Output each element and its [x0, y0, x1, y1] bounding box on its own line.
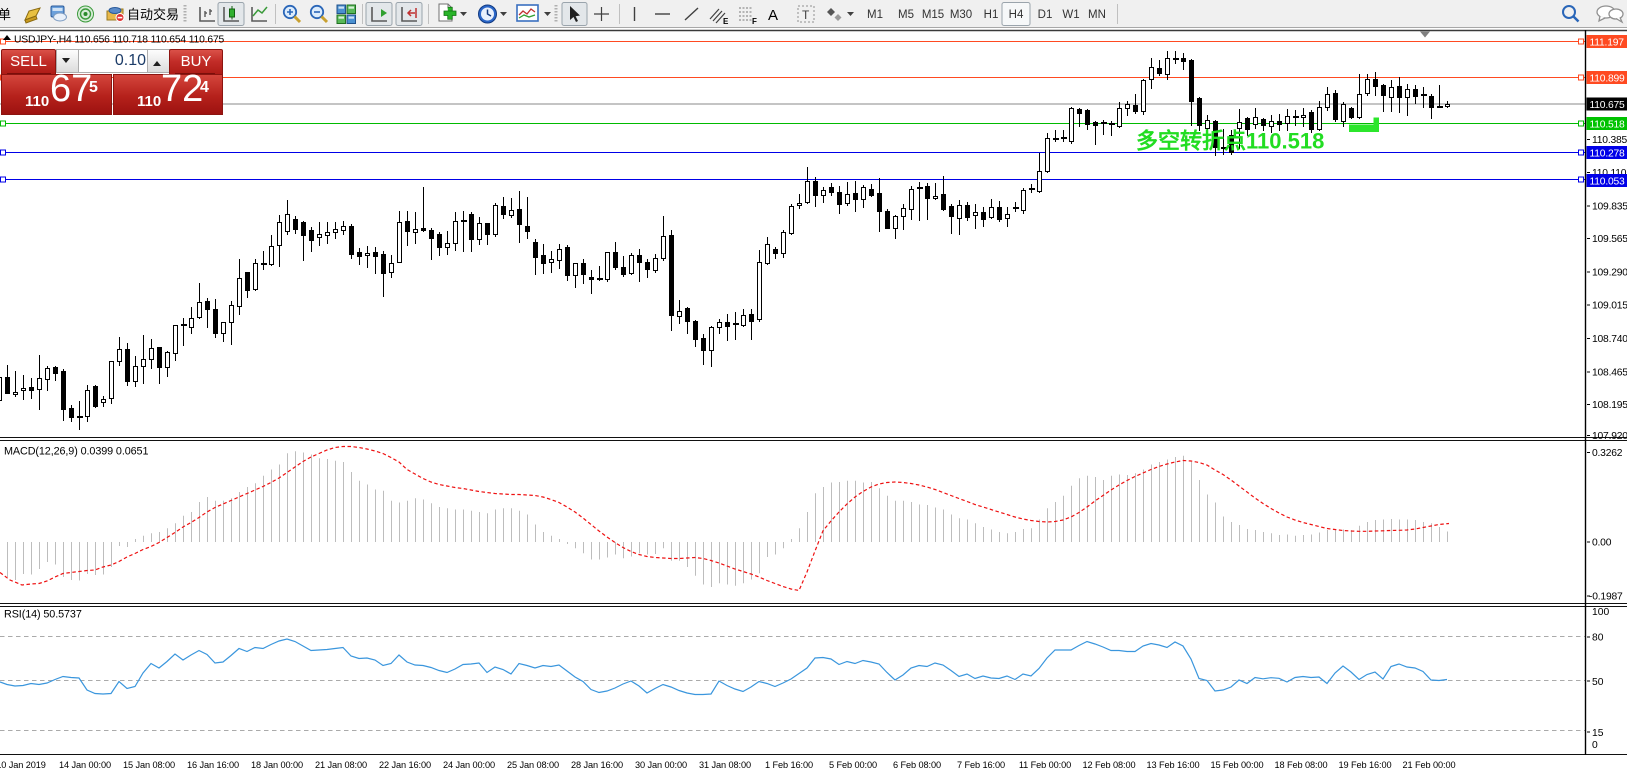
svg-text:21 Feb 00:00: 21 Feb 00:00 [1403, 760, 1456, 770]
svg-text:30 Jan 00:00: 30 Jan 00:00 [635, 760, 687, 770]
svg-text:13 Feb 16:00: 13 Feb 16:00 [1147, 760, 1200, 770]
svg-text:W1: W1 [1062, 9, 1079, 21]
svg-text:100: 100 [1592, 607, 1609, 618]
svg-text:110.899: 110.899 [1590, 73, 1626, 84]
svg-text:80: 80 [1592, 633, 1604, 644]
svg-text:1 Feb 16:00: 1 Feb 16:00 [765, 760, 813, 770]
svg-text:F: F [752, 17, 757, 26]
svg-text:6 Feb 08:00: 6 Feb 08:00 [893, 760, 941, 770]
svg-text:109.015: 109.015 [1592, 301, 1627, 312]
svg-text:单: 单 [0, 7, 11, 22]
svg-text:25 Jan 08:00: 25 Jan 08:00 [507, 760, 559, 770]
svg-text:MN: MN [1088, 9, 1106, 21]
svg-text:M15: M15 [922, 9, 944, 21]
svg-text:18 Feb 08:00: 18 Feb 08:00 [1275, 760, 1328, 770]
svg-text:109.565: 109.565 [1592, 234, 1627, 245]
svg-text:5 Feb 00:00: 5 Feb 00:00 [829, 760, 877, 770]
svg-text:110.385: 110.385 [1592, 135, 1627, 146]
svg-text:110.110: 110.110 [1592, 168, 1627, 179]
svg-text:D1: D1 [1038, 9, 1053, 21]
svg-text:10 Jan 2019: 10 Jan 2019 [0, 760, 46, 770]
svg-text:11 Feb 00:00: 11 Feb 00:00 [1019, 760, 1071, 770]
svg-text:A: A [768, 7, 778, 24]
svg-text:H1: H1 [984, 9, 999, 21]
svg-text:108.740: 108.740 [1592, 334, 1627, 345]
svg-text:-0.1987: -0.1987 [1589, 592, 1623, 603]
svg-text:自动交易: 自动交易 [127, 7, 179, 22]
svg-text:108.465: 108.465 [1592, 368, 1627, 379]
svg-text:108.195: 108.195 [1592, 400, 1627, 411]
svg-text:USDJPY-,H4 110.656 110.718 11: USDJPY-,H4 110.656 110.718 110.654 110.6… [14, 35, 225, 46]
svg-text:14 Jan 00:00: 14 Jan 00:00 [59, 760, 111, 770]
svg-text:19 Feb 16:00: 19 Feb 16:00 [1339, 760, 1392, 770]
svg-text:RSI(14) 50.5737: RSI(14) 50.5737 [4, 609, 82, 621]
svg-text:110.053: 110.053 [1590, 176, 1626, 187]
svg-text:31 Jan 08:00: 31 Jan 08:00 [699, 760, 751, 770]
svg-text:多空转折点110.518: 多空转折点110.518 [1136, 129, 1324, 154]
svg-text:0: 0 [1592, 740, 1598, 751]
svg-text:50: 50 [1592, 677, 1604, 688]
svg-text:110.675: 110.675 [1590, 100, 1626, 111]
svg-text:0.3262: 0.3262 [1592, 448, 1623, 459]
svg-text:H4: H4 [1009, 9, 1024, 21]
svg-text:111.197: 111.197 [1590, 37, 1625, 48]
svg-text:T: T [802, 8, 810, 22]
svg-text:15: 15 [1592, 728, 1604, 739]
svg-text:16 Jan 16:00: 16 Jan 16:00 [187, 760, 239, 770]
svg-text:M1: M1 [867, 9, 883, 21]
svg-text:110.278: 110.278 [1590, 148, 1626, 159]
svg-text:7 Feb 16:00: 7 Feb 16:00 [957, 760, 1005, 770]
svg-text:MACD(12,26,9) 0.0399 0.0651: MACD(12,26,9) 0.0399 0.0651 [4, 446, 148, 458]
svg-text:22 Jan 16:00: 22 Jan 16:00 [379, 760, 431, 770]
svg-text:15 Feb 00:00: 15 Feb 00:00 [1211, 760, 1264, 770]
svg-text:E: E [723, 17, 729, 26]
svg-text:0.00: 0.00 [1592, 538, 1612, 549]
svg-text:109.835: 109.835 [1592, 202, 1627, 213]
svg-text:28 Jan 16:00: 28 Jan 16:00 [571, 760, 623, 770]
svg-text:109.290: 109.290 [1592, 268, 1627, 279]
svg-text:24 Jan 00:00: 24 Jan 00:00 [443, 760, 495, 770]
svg-text:21 Jan 08:00: 21 Jan 08:00 [315, 760, 367, 770]
svg-text:18 Jan 00:00: 18 Jan 00:00 [251, 760, 303, 770]
svg-text:15 Jan 08:00: 15 Jan 08:00 [123, 760, 175, 770]
svg-text:107.920: 107.920 [1592, 431, 1627, 442]
svg-text:M30: M30 [950, 9, 972, 21]
svg-text:M5: M5 [898, 9, 914, 21]
svg-text:110.518: 110.518 [1590, 119, 1626, 130]
svg-text:12 Feb 08:00: 12 Feb 08:00 [1083, 760, 1136, 770]
